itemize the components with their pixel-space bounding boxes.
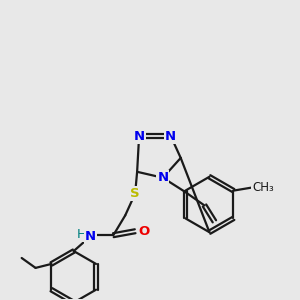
Text: N: N (85, 230, 96, 243)
Text: S: S (130, 187, 140, 200)
Text: O: O (138, 225, 150, 238)
Text: N: N (157, 171, 168, 184)
Text: N: N (165, 130, 176, 142)
Text: N: N (134, 130, 145, 142)
Text: H: H (77, 228, 87, 241)
Text: CH₃: CH₃ (252, 181, 274, 194)
